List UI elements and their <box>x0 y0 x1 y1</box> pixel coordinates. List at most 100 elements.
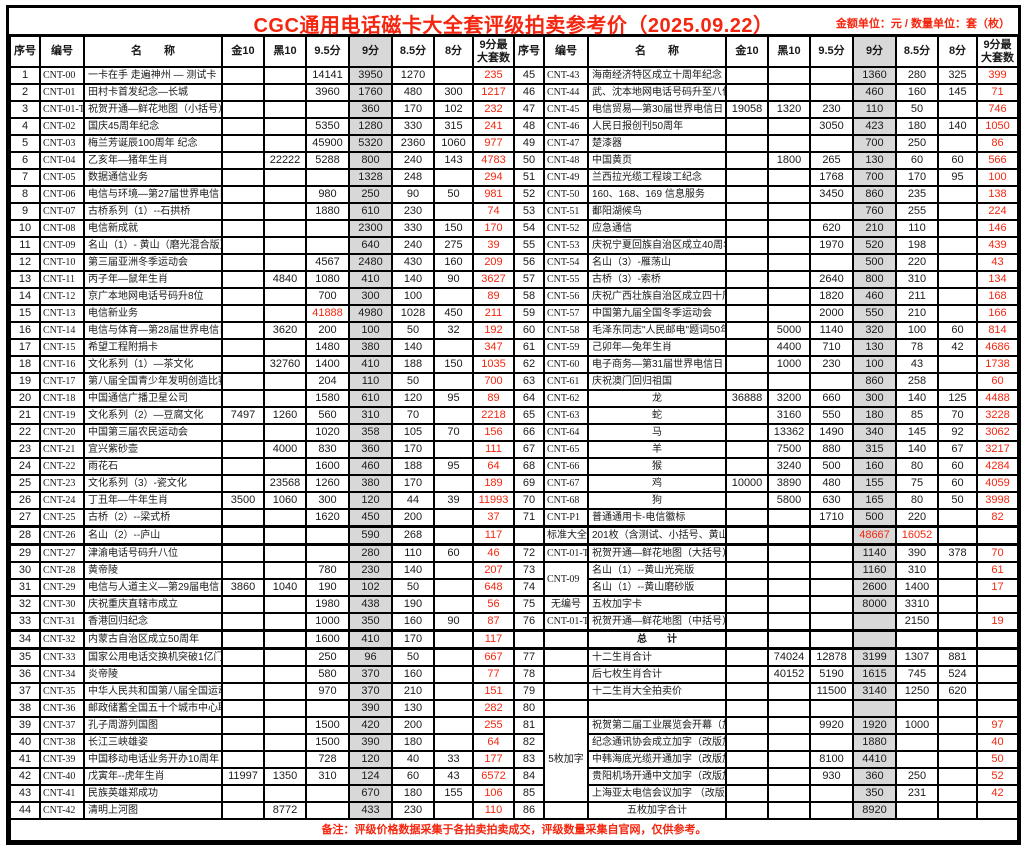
cell-grade8.5: 50 <box>391 372 435 391</box>
table-row: 39 CNT-37 孔子周游列国图 1500 420 200 255 81 5枚加字 祝贺第二届工… <box>9 716 1019 803</box>
cell-grade8 <box>937 595 978 614</box>
cell-code: CNT-17 <box>39 372 85 391</box>
cell-black10 <box>767 185 811 204</box>
cell-gold10 <box>221 134 265 153</box>
cell-grade9: 315 <box>852 440 897 459</box>
cell-max-sets: 100 <box>976 168 1019 187</box>
cell-black10 <box>263 508 307 528</box>
cell-code: CNT-40 <box>39 767 85 786</box>
cell-max-sets: 4686 <box>976 338 1019 357</box>
table-row: 10 CNT-08 电信新成就 2300 330 150 170 54 CNT-52 应急通信 62… <box>9 219 1019 238</box>
cell-max-sets <box>976 801 1019 820</box>
cell-grade8.5: 230 <box>391 801 435 820</box>
cell-black10 <box>767 134 811 153</box>
cell-name: 乙亥年—猪年生肖 <box>83 151 223 170</box>
cell-black10: 4000 <box>263 440 307 459</box>
cell-name: 庆祝宁夏回族自治区成立40周年 <box>587 236 727 255</box>
table-row: 26 CNT-24 丁丑年—牛年生肖 3500 1060 300 120 44 39 11993 7… <box>9 491 1019 510</box>
cell-grade8: 60 <box>433 543 474 563</box>
cell-code: CNT-37 <box>39 716 85 735</box>
cell-max-sets: 4059 <box>976 474 1019 493</box>
cell-grade8.5: 140 <box>895 389 939 408</box>
table-row: 17 CNT-15 希望工程附捐卡 1480 380 140 347 61 CNT-59 己卯年—… <box>9 338 1019 357</box>
cell-black10: 3200 <box>767 389 811 408</box>
cell-gold10 <box>725 716 769 735</box>
cell-max-sets: 52 <box>976 767 1019 786</box>
cell-grade9.5: 41888 <box>305 304 350 323</box>
cell-grade8.5: 60 <box>895 151 939 170</box>
cell-grade9: 520 <box>852 236 897 255</box>
cell-name: 古桥（3）-索桥 <box>587 270 727 289</box>
cell-name: 电信新成就 <box>83 219 223 238</box>
cell-grade9.5 <box>305 784 350 803</box>
cell-black10 <box>767 372 811 391</box>
cell-black10 <box>263 733 307 752</box>
cell-grade8: 140 <box>937 117 978 136</box>
cell-grade8 <box>937 767 978 786</box>
cell-gold10 <box>725 253 769 272</box>
cell-grade9.5: 1480 <box>305 338 350 357</box>
cell-grade9.5: 700 <box>305 287 350 306</box>
cell-name: 庆祝重庆直辖市成立 <box>83 595 223 614</box>
cell-black10 <box>767 270 811 289</box>
cell-black10 <box>263 304 307 323</box>
cell-black10: 3240 <box>767 457 811 476</box>
cell-grade9.5 <box>809 801 854 820</box>
cell-max-sets: 177 <box>472 750 515 769</box>
cell-name: 五枚加字卡 <box>587 595 727 614</box>
cell-max-sets: 117 <box>472 629 515 650</box>
cell-grade9.5: 1400 <box>305 355 350 374</box>
column-header: 名 称 <box>83 35 223 68</box>
cell-grade8 <box>937 185 978 204</box>
cell-black10 <box>767 219 811 238</box>
cell-grade8 <box>433 440 474 459</box>
cell-gold10 <box>221 595 265 614</box>
cell-grade9 <box>852 699 897 718</box>
cell-code: CNT-11 <box>39 270 85 289</box>
cell-grade9.5 <box>809 525 854 546</box>
column-header: 8分 <box>433 35 474 68</box>
cell-name: 中国第九届全国冬季运动会 <box>587 304 727 323</box>
cell-gold10 <box>725 236 769 255</box>
cell-grade8: 60 <box>937 457 978 476</box>
cell-grade9: 120 <box>348 491 393 510</box>
cell-code: CNT-59 <box>543 338 589 357</box>
cell-grade9.5: 1580 <box>305 389 350 408</box>
cell-index: 32 <box>9 595 41 614</box>
cell-grade9.5: 3050 <box>809 117 854 136</box>
cell-max-sets: 1050 <box>976 117 1019 136</box>
cell-name: 猴 <box>587 457 727 476</box>
cell-grade8.5: 220 <box>895 508 939 528</box>
cell-black10: 22222 <box>263 151 307 170</box>
cell-black10: 4840 <box>263 270 307 289</box>
cell-index: 39 <box>9 716 41 735</box>
cell-gold10 <box>221 665 265 684</box>
cell-grade9: 670 <box>348 784 393 803</box>
cell-grade8.5: 85 <box>895 406 939 425</box>
cell-name: 总 计 <box>587 629 727 650</box>
cell-index <box>513 525 545 546</box>
cell-grade9: 550 <box>852 304 897 323</box>
cell-max-sets: 3627 <box>472 270 515 289</box>
cell-grade8.5: 44 <box>391 491 435 510</box>
cell-index: 63 <box>513 372 545 391</box>
cell-index: 86 <box>513 801 545 820</box>
cell-index: 58 <box>513 287 545 306</box>
cell-max-sets: 56 <box>472 595 515 614</box>
cell-gold10 <box>725 338 769 357</box>
cell-grade8 <box>433 508 474 528</box>
cell-grade8.5: 2360 <box>391 134 435 153</box>
cell-grade9: 350 <box>852 784 897 803</box>
cell-grade9.5: 1600 <box>305 457 350 476</box>
cell-gold10 <box>725 219 769 238</box>
cell-code: CNT-48 <box>543 151 589 170</box>
cell-grade9: 1280 <box>348 117 393 136</box>
cell-grade8 <box>433 801 474 820</box>
cell-max-sets: 106 <box>472 784 515 803</box>
cell-grade9.5: 5190 <box>809 665 854 684</box>
cell-black10 <box>767 117 811 136</box>
cell-black10 <box>263 134 307 153</box>
cell-grade9: 860 <box>852 372 897 391</box>
cell-grade9.5: 1710 <box>809 508 854 528</box>
